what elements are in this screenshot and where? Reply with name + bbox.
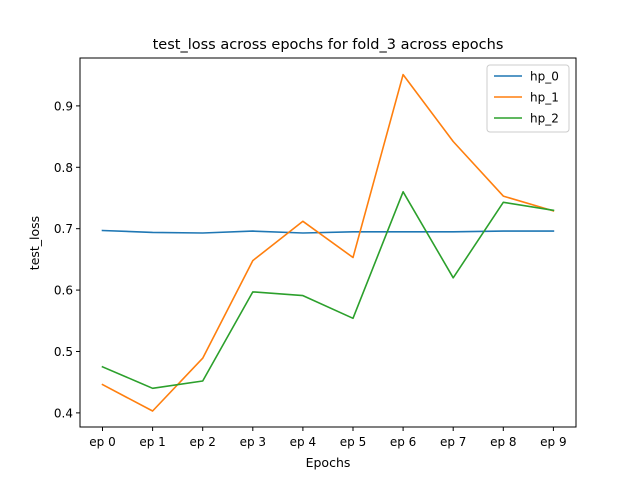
x-axis: ep 0 ep 1 ep 2 ep 3 ep 4 ep 5 ep 6 ep 7 ep 8 ep 9 — [89, 427, 567, 449]
x-tick-label: ep 4 — [290, 435, 316, 449]
legend-box — [486, 64, 570, 133]
y-axis-label: test_loss — [27, 216, 42, 270]
x-tick-label: ep 1 — [139, 435, 165, 449]
x-tick-label: ep 9 — [540, 435, 566, 449]
x-tick-label: ep 8 — [490, 435, 516, 449]
series-line-hp-0 — [101, 229, 555, 234]
y-tick-label: 0.4 — [54, 406, 73, 420]
x-tick-label: ep 2 — [189, 435, 215, 449]
x-tick-label: ep 5 — [340, 435, 366, 449]
y-axis: 0.4 0.5 0.6 0.7 0.8 0.9 — [54, 99, 80, 420]
x-tick-label: ep 6 — [390, 435, 416, 449]
x-axis-label: Epochs — [306, 455, 351, 470]
x-tick-label: ep 3 — [240, 435, 266, 449]
series-layer — [101, 73, 555, 412]
y-tick-label: 0.6 — [54, 284, 73, 298]
x-tick-label: ep 7 — [440, 435, 466, 449]
plot-frame — [79, 57, 577, 428]
legend-label: hp_0 — [530, 70, 559, 84]
x-tick-label: ep 0 — [89, 435, 115, 449]
chart-title: test_loss across epochs for fold_3 acros… — [153, 37, 504, 53]
y-tick-label: 0.9 — [54, 99, 73, 113]
y-tick-label: 0.7 — [54, 222, 73, 236]
legend-label: hp_1 — [530, 91, 559, 105]
legend-label: hp_2 — [530, 112, 559, 126]
y-tick-label: 0.8 — [54, 161, 73, 175]
y-tick-label: 0.5 — [54, 345, 73, 359]
series-line-hp-2 — [101, 191, 555, 390]
legend: hp_0 hp_1 hp_2 — [486, 64, 570, 133]
